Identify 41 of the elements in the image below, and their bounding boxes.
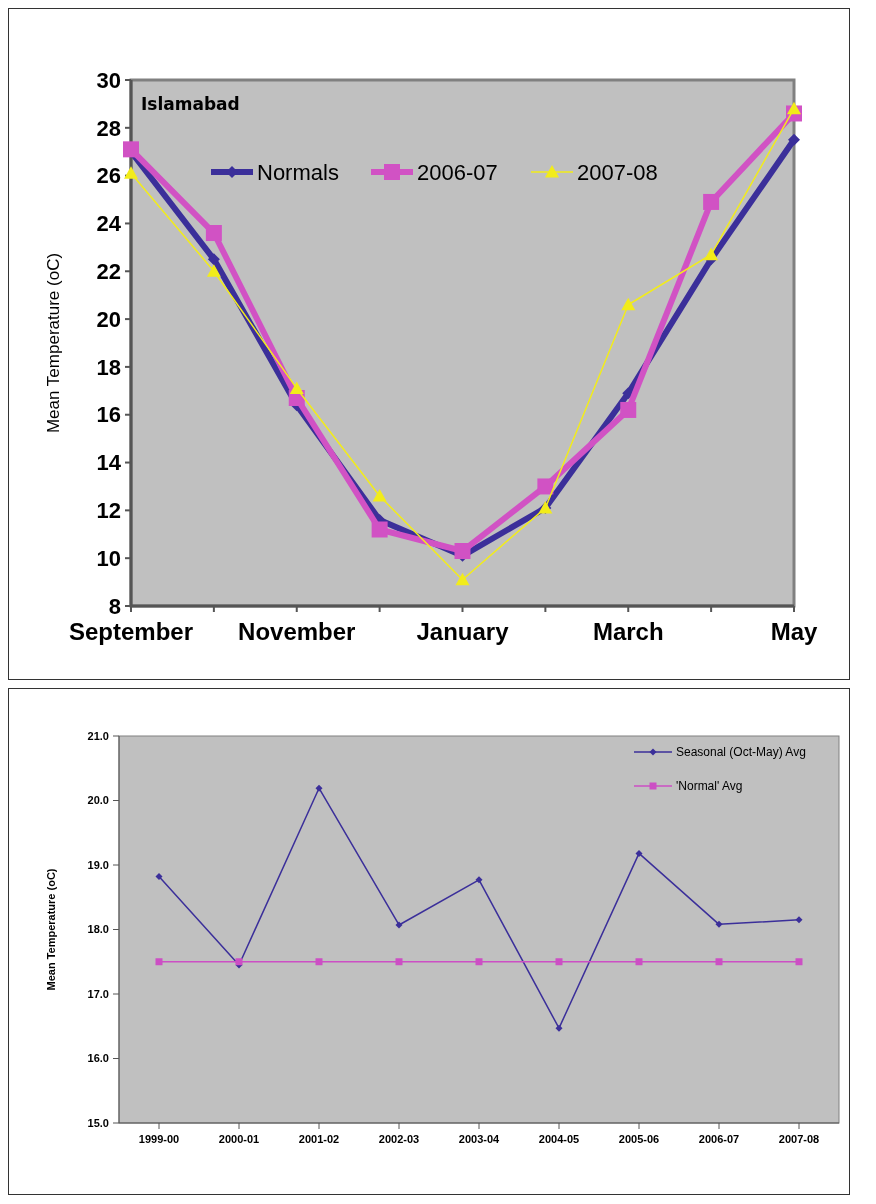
x-tick-label: March <box>592 618 664 645</box>
y-tick-label: 16.0 <box>87 1052 109 1065</box>
legend-label: 'Normal' Avg <box>676 779 743 794</box>
x-tick-label: September <box>68 618 194 645</box>
y-tick-label: 12 <box>96 498 121 524</box>
y-tick-label: 20 <box>96 306 121 332</box>
y-tick-label: 15.0 <box>87 1116 109 1129</box>
legend-label: Seasonal (Oct-May) Avg <box>676 745 806 760</box>
y-tick-label: 17.0 <box>87 987 109 1000</box>
x-tick-label: January <box>416 618 510 645</box>
y-tick-label: 21.0 <box>87 729 109 742</box>
x-tick-label: 2002-03 <box>378 1133 420 1145</box>
y-tick-label: 22 <box>96 258 121 284</box>
x-tick-label: November <box>238 618 356 645</box>
y-tick-label: 20.0 <box>87 794 109 807</box>
y-tick-label: 10 <box>96 545 121 571</box>
text: Islamabad <box>141 94 240 114</box>
x-tick-label: 2003-04 <box>458 1133 501 1145</box>
x-tick-label: 2006-07 <box>698 1133 740 1145</box>
y-tick-label: 18 <box>96 354 121 380</box>
x-tick-label: 2001-02 <box>298 1133 340 1145</box>
y-tick-label: 16 <box>96 402 121 428</box>
y-tick-label: 14 <box>96 450 122 476</box>
y-tick-label: 28 <box>96 115 121 141</box>
x-tick-label: 1999-00 <box>138 1133 180 1145</box>
y-tick-label: 18.0 <box>87 923 109 936</box>
y-tick-label: 26 <box>96 163 121 189</box>
y-tick-label: 30 <box>96 67 121 93</box>
y-tick-label: 24 <box>96 211 122 237</box>
y-axis-title: Mean Temperature (oC) <box>44 252 63 434</box>
y-axis-title: Mean Temperature (oC) <box>45 868 57 991</box>
x-tick-label: 2005-06 <box>618 1133 660 1145</box>
legend-label: 2007-08 <box>577 159 658 185</box>
y-tick-label: 19.0 <box>87 858 109 871</box>
legend-label: Normals <box>257 159 339 185</box>
y-tick-label: 8 <box>108 593 121 619</box>
x-tick-label: 2004-05 <box>538 1133 580 1145</box>
x-tick-label: 2000-01 <box>218 1133 260 1145</box>
x-tick-label: May <box>770 618 818 645</box>
legend-label: 2006-07 <box>417 159 498 185</box>
x-tick-label: 2007-08 <box>778 1133 820 1145</box>
